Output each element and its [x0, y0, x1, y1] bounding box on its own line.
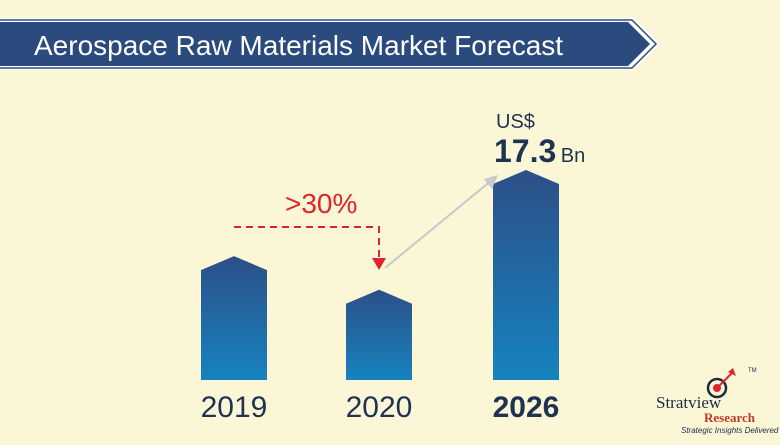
growth-arrow	[384, 175, 498, 269]
dashed-arrow-head	[372, 258, 386, 270]
bar-2019	[201, 256, 267, 380]
target-icon	[706, 368, 736, 399]
bar-2026	[493, 170, 559, 380]
logo-brand: Stratview	[656, 393, 722, 412]
value-currency: US$	[496, 111, 535, 133]
logo-tm: TM	[748, 368, 757, 374]
dashed-arrow	[234, 226, 380, 260]
svg-text:17.3 Bn: 17.3 Bn	[494, 133, 585, 169]
value-number: 17.3	[494, 133, 556, 169]
bars-group	[201, 170, 559, 380]
x-axis-labels: 2019 2020 2026	[201, 391, 560, 424]
chart-title: Aerospace Raw Materials Market Forecast	[34, 30, 563, 61]
decline-annotation: >30%	[234, 188, 386, 270]
x-label-2019: 2019	[201, 391, 268, 424]
title-banner: Aerospace Raw Materials Market Forecast	[0, 18, 660, 70]
x-label-2020: 2020	[346, 391, 413, 424]
value-label: US$ 17.3 Bn	[494, 111, 585, 169]
value-unit: Bn	[561, 145, 585, 167]
x-label-2026: 2026	[493, 391, 560, 424]
stratview-logo: Stratview TM Research Strategic Insights…	[656, 368, 779, 435]
bar-2020	[346, 289, 412, 380]
logo-tagline: Strategic Insights Delivered	[681, 426, 779, 435]
annotation-label: >30%	[285, 188, 357, 219]
logo-sub: Research	[704, 410, 756, 425]
